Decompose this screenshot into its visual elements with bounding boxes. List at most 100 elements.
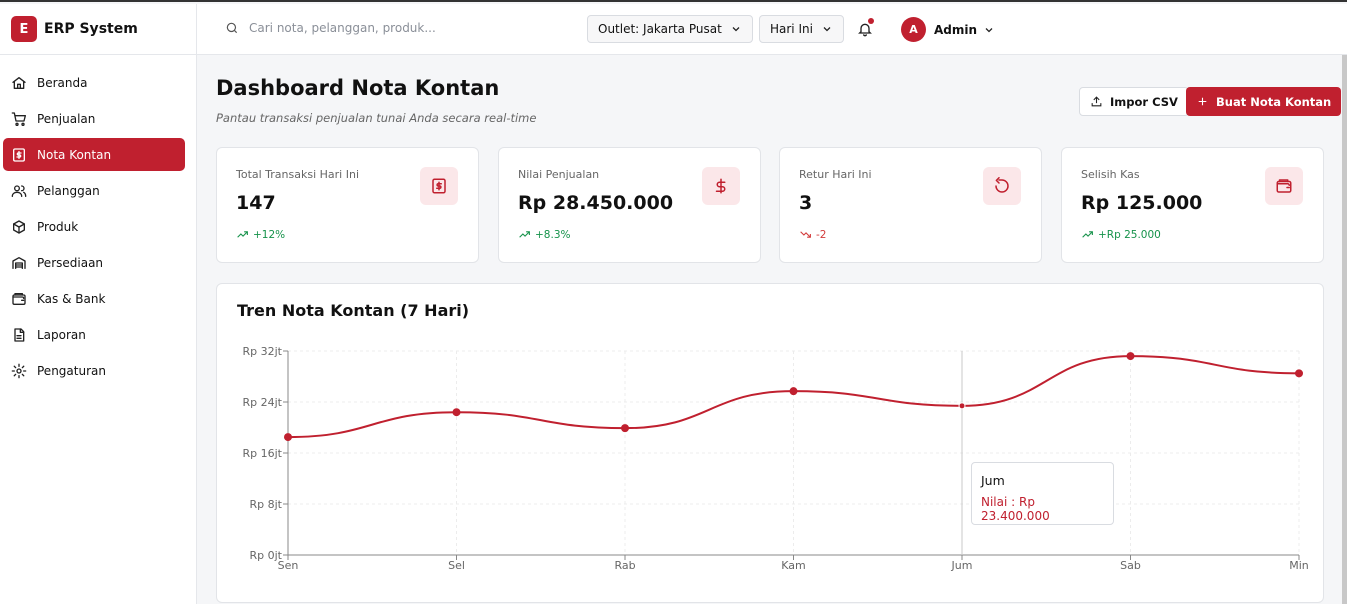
trend-up-icon bbox=[1082, 231, 1093, 238]
data-point bbox=[1126, 352, 1135, 361]
x-tick-label: Jum bbox=[951, 559, 973, 572]
data-point bbox=[284, 433, 292, 442]
x-tick-label: Sen bbox=[278, 559, 299, 572]
stat-card: Nilai Penjualan Rp 28.450.000 +8.3% bbox=[498, 147, 761, 263]
stat-delta: +8.3% bbox=[518, 228, 570, 241]
stat-delta-value: +8.3% bbox=[535, 228, 571, 241]
file-icon bbox=[11, 327, 27, 343]
chevron-down-icon bbox=[985, 27, 993, 32]
receipt-icon bbox=[420, 167, 458, 205]
plus-icon bbox=[1198, 97, 1207, 106]
sidebar-item-label: Beranda bbox=[37, 75, 88, 90]
stat-card: Total Transaksi Hari Ini 147 +12% bbox=[216, 147, 479, 263]
sidebar-item-produk[interactable]: Produk bbox=[3, 210, 185, 243]
sidebar: E ERP System Beranda Penjualan Nota Kontan… bbox=[0, 4, 197, 604]
notification-button[interactable] bbox=[857, 18, 874, 37]
stat-delta: +12% bbox=[236, 228, 285, 241]
sidebar-item-pelanggan[interactable]: Pelanggan bbox=[3, 174, 185, 207]
sidebar-item-laporan[interactable]: Laporan bbox=[3, 318, 185, 351]
receipt-icon bbox=[11, 147, 27, 163]
trend-up-icon bbox=[237, 231, 248, 238]
upload-icon bbox=[1091, 96, 1102, 107]
stat-delta: +Rp 25.000 bbox=[1081, 228, 1161, 241]
search-icon bbox=[226, 22, 238, 34]
brand[interactable]: E ERP System bbox=[0, 4, 196, 55]
trend-chart: Rp 0jt Rp 8jt Rp 16jt Rp 24jt Rp 32jt Sen Sel R… bbox=[243, 345, 1309, 572]
user-name: Admin bbox=[934, 22, 978, 37]
y-tick-label: Rp 32jt bbox=[243, 345, 283, 358]
box-icon bbox=[11, 219, 27, 235]
y-tick-label: Rp 8jt bbox=[250, 498, 283, 511]
stat-value: 3 bbox=[799, 192, 813, 214]
x-tick-label: Rab bbox=[614, 559, 635, 572]
trend-up-icon bbox=[519, 231, 530, 238]
chart-tooltip: Jum Nilai : Rp 23.400.000 bbox=[971, 462, 1114, 525]
sidebar-item-label: Persediaan bbox=[37, 255, 104, 270]
sidebar-item-beranda[interactable]: Beranda bbox=[3, 66, 185, 99]
sidebar-item-pengaturan[interactable]: Pengaturan bbox=[3, 354, 185, 387]
stat-label: Nilai Penjualan bbox=[518, 168, 600, 181]
notification-dot bbox=[868, 18, 874, 24]
wallet-icon bbox=[1265, 167, 1303, 205]
period-dropdown[interactable]: Hari Ini bbox=[759, 15, 844, 43]
outlet-dropdown-label: Outlet: Jakarta Pusat bbox=[598, 22, 722, 36]
y-tick-label: Rp 0jt bbox=[250, 549, 283, 562]
create-cash-note-label: Buat Nota Kontan bbox=[1216, 94, 1332, 109]
sidebar-item-kas-bank[interactable]: Kas & Bank bbox=[3, 282, 185, 315]
x-tick-label: Sab bbox=[1120, 559, 1141, 572]
stat-value: 147 bbox=[236, 192, 276, 214]
sidebar-item-label: Pelanggan bbox=[37, 183, 100, 198]
search-input[interactable] bbox=[249, 21, 509, 35]
avatar: A bbox=[901, 17, 926, 42]
wallet-icon bbox=[11, 291, 27, 307]
stat-value: Rp 125.000 bbox=[1081, 192, 1203, 214]
x-tick-label: Min bbox=[1289, 559, 1309, 572]
stat-delta-value: -2 bbox=[816, 228, 827, 241]
y-tick-label: Rp 16jt bbox=[243, 447, 283, 460]
stat-delta-value: +Rp 25.000 bbox=[1098, 228, 1161, 241]
users-icon bbox=[11, 183, 27, 199]
tooltip-category: Jum bbox=[981, 473, 1005, 488]
sidebar-item-persediaan[interactable]: Persediaan bbox=[3, 246, 185, 279]
chevron-down-icon bbox=[732, 27, 740, 32]
stat-card: Retur Hari Ini 3 -2 bbox=[779, 147, 1042, 263]
trend-down-icon bbox=[800, 231, 811, 238]
create-cash-note-button[interactable]: Buat Nota Kontan bbox=[1186, 87, 1342, 116]
page-title: Dashboard Nota Kontan bbox=[216, 76, 500, 100]
brand-name: ERP System bbox=[44, 21, 138, 37]
sidebar-item-penjualan[interactable]: Penjualan bbox=[3, 102, 185, 135]
outlet-dropdown[interactable]: Outlet: Jakarta Pusat bbox=[587, 15, 753, 43]
home-icon bbox=[11, 75, 27, 91]
stat-delta-value: +12% bbox=[253, 228, 286, 241]
data-point bbox=[621, 424, 629, 433]
import-csv-label: Impor CSV bbox=[1110, 94, 1178, 109]
refresh-icon bbox=[983, 167, 1021, 205]
sidebar-item-label: Penjualan bbox=[37, 111, 96, 126]
chart-title: Tren Nota Kontan (7 Hari) bbox=[237, 301, 470, 320]
topbar: Outlet: Jakarta Pusat Hari Ini A Admin bbox=[197, 4, 1347, 55]
import-csv-button[interactable]: Impor CSV bbox=[1079, 87, 1189, 116]
page-scrollbar[interactable] bbox=[1342, 55, 1347, 604]
stat-label: Selisih Kas bbox=[1081, 168, 1140, 181]
gear-icon bbox=[11, 363, 27, 379]
trend-chart-card: Rp 0jt Rp 8jt Rp 16jt Rp 24jt Rp 32jt Sen Sel R… bbox=[216, 283, 1324, 603]
tooltip-value: Nilai : Rp 23.400.000 bbox=[981, 495, 1050, 523]
bell-icon bbox=[858, 23, 872, 37]
y-tick-label: Rp 24jt bbox=[243, 396, 283, 409]
main-content: Dashboard Nota Kontan Pantau transaksi p… bbox=[197, 55, 1342, 604]
x-tick-label: Kam bbox=[781, 559, 805, 572]
stat-label: Retur Hari Ini bbox=[799, 168, 872, 181]
dollar-icon bbox=[702, 167, 740, 205]
data-point bbox=[958, 402, 966, 410]
period-dropdown-label: Hari Ini bbox=[770, 22, 813, 36]
stat-delta: -2 bbox=[799, 228, 826, 241]
sidebar-item-label: Nota Kontan bbox=[37, 147, 112, 162]
sidebar-item-nota-kontan[interactable]: Nota Kontan bbox=[3, 138, 185, 171]
sidebar-nav: Beranda Penjualan Nota Kontan Pelanggan Prod… bbox=[0, 55, 196, 387]
sidebar-item-label: Kas & Bank bbox=[37, 291, 106, 306]
cart-icon bbox=[11, 111, 27, 127]
data-point bbox=[789, 387, 798, 396]
user-menu[interactable]: A Admin bbox=[901, 17, 995, 42]
stat-value: Rp 28.450.000 bbox=[518, 192, 674, 214]
data-point bbox=[1295, 369, 1303, 378]
